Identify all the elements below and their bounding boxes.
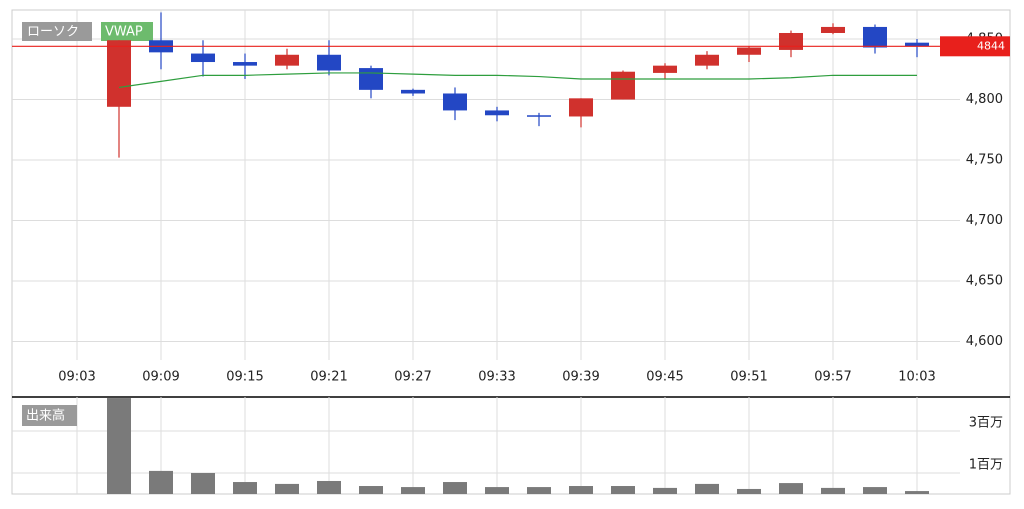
volume-bar — [569, 486, 593, 494]
volume-bar — [695, 483, 719, 494]
x-tick-label: 09:33 — [478, 370, 515, 385]
volume-bar — [233, 482, 257, 494]
y-tick-label: 1百万 — [969, 458, 1003, 473]
legend-label: ローソク — [27, 25, 79, 40]
x-tick-label: 09:51 — [730, 370, 767, 385]
panel-label: 出来高 — [26, 408, 65, 424]
volume-bar — [527, 487, 551, 494]
y-tick-label: 4,700 — [966, 213, 1003, 228]
candle-body — [275, 54, 299, 66]
candle-body — [317, 54, 341, 71]
candle-body — [107, 40, 131, 107]
x-tick-label: 10:03 — [898, 370, 935, 385]
volume-bar — [317, 480, 341, 494]
candle-body — [905, 42, 929, 47]
volume-bar — [611, 486, 635, 494]
x-tick-label: 09:57 — [814, 370, 851, 385]
volume-bar — [905, 491, 929, 494]
y-tick-label: 4,750 — [966, 153, 1003, 168]
panel-badge — [22, 405, 77, 426]
candle-body — [359, 68, 383, 90]
volume-bar — [821, 487, 845, 494]
legend-badge — [101, 22, 153, 41]
volume-bar — [737, 488, 761, 494]
volume-bar — [863, 487, 887, 494]
candle-body — [737, 47, 761, 55]
candle-body — [779, 32, 803, 50]
candle-body — [653, 65, 677, 73]
legend-badge — [22, 22, 92, 41]
candle-body — [527, 115, 551, 117]
y-tick-label: 3百万 — [969, 416, 1003, 431]
x-tick-label: 09:21 — [310, 370, 347, 385]
current-price-badge — [940, 36, 1010, 57]
candle-body — [233, 62, 257, 66]
volume-bar — [359, 486, 383, 494]
candle-body — [611, 71, 635, 100]
x-tick-label: 09:27 — [394, 370, 431, 385]
volume-bar — [275, 483, 299, 494]
vwap-line — [118, 72, 917, 89]
candle-body — [191, 53, 215, 63]
candle-body — [821, 26, 845, 33]
candle-body — [401, 89, 425, 94]
current-price-label: 4844 — [977, 39, 1005, 52]
candle-body — [443, 93, 467, 111]
volume-bar — [107, 398, 131, 494]
volume-bar — [443, 482, 467, 494]
candle-body — [695, 54, 719, 66]
candle-body — [569, 98, 593, 117]
volume-bar — [485, 487, 509, 494]
x-tick-label: 09:15 — [226, 370, 263, 385]
x-tick-label: 09:03 — [58, 370, 95, 385]
y-tick-label: 4,800 — [966, 92, 1003, 107]
legend-label: VWAP — [105, 25, 143, 40]
y-tick-label: 4,600 — [966, 334, 1003, 349]
volume-bar — [149, 470, 173, 494]
x-tick-label: 09:39 — [562, 370, 599, 385]
x-tick-label: 09:45 — [646, 370, 683, 385]
x-tick-label: 09:09 — [142, 370, 179, 385]
frame — [11, 9, 1011, 495]
candle-body — [485, 110, 509, 116]
volume-bar — [779, 483, 803, 494]
y-tick-label: 4,650 — [966, 274, 1003, 289]
volume-bar — [653, 487, 677, 494]
volume-bar — [191, 473, 215, 494]
volume-bar — [401, 487, 425, 494]
candle-body — [863, 26, 887, 48]
